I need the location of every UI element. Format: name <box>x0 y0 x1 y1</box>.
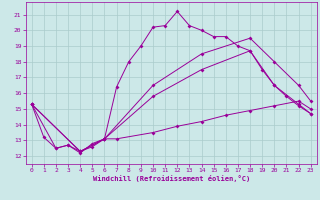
X-axis label: Windchill (Refroidissement éolien,°C): Windchill (Refroidissement éolien,°C) <box>92 175 250 182</box>
